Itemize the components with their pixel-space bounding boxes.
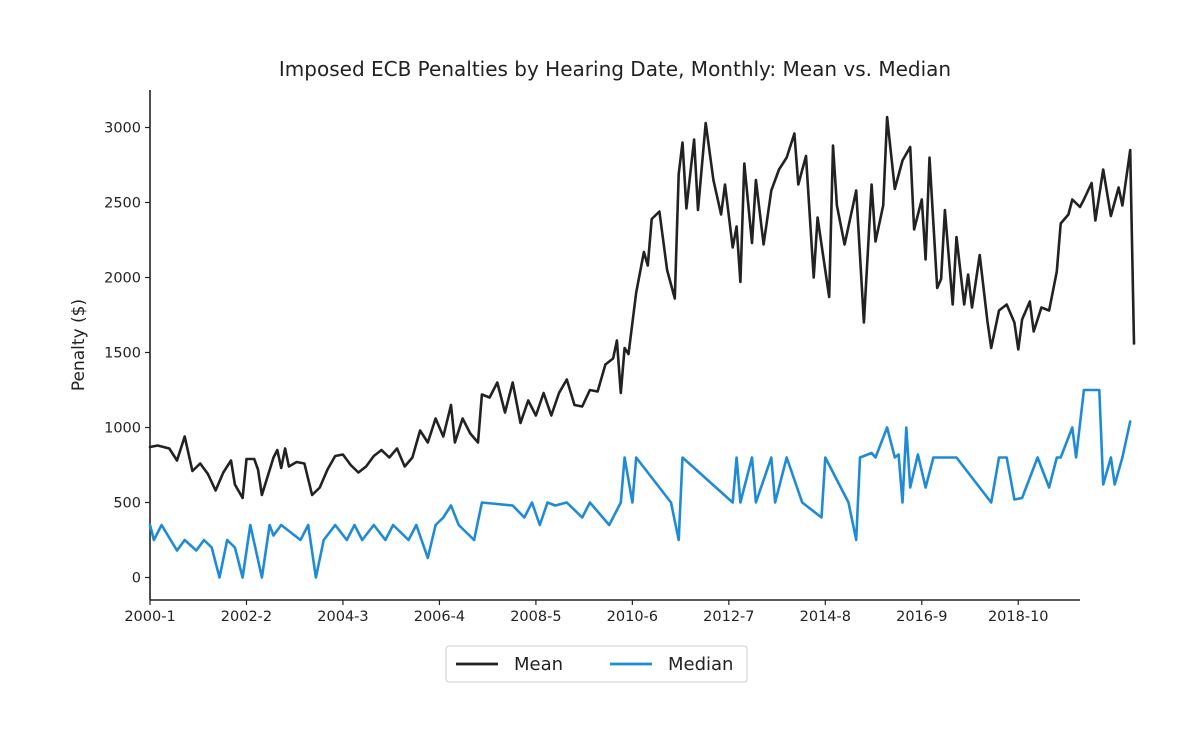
y-tick-label: 500 <box>113 496 141 512</box>
y-tick-label: 1000 <box>104 421 141 437</box>
series-line-mean <box>148 115 1136 500</box>
y-tick-label: 2000 <box>104 271 141 287</box>
y-tick-label: 0 <box>132 571 141 587</box>
y-tick-label: 1500 <box>104 346 141 362</box>
legend-label-median: Median <box>668 654 733 675</box>
series-line-median <box>148 388 1132 579</box>
x-tick-label: 2016-9 <box>896 609 947 625</box>
x-tick-label: 2010-6 <box>607 609 658 625</box>
x-tick-label: 2006-4 <box>414 609 465 625</box>
y-tick-label: 2500 <box>104 196 141 212</box>
y-tick-label: 3000 <box>104 121 141 137</box>
x-tick-label: 2014-8 <box>800 609 851 625</box>
legend-box <box>445 645 748 683</box>
legend: Mean Median <box>445 645 748 683</box>
x-tick-label: 2002-2 <box>221 609 272 625</box>
x-tick-label: 2012-7 <box>703 609 754 625</box>
legend-label-mean: Mean <box>514 654 563 675</box>
x-tick-label: 2008-5 <box>510 609 561 625</box>
y-axis-label: Penalty ($) <box>69 299 89 391</box>
chart-title: Imposed ECB Penalties by Hearing Date, M… <box>279 57 951 81</box>
x-tick-label: 2004-3 <box>317 609 368 625</box>
x-tick-label: 2000-1 <box>124 609 175 625</box>
plot-area: 0 500 1000 1500 2000 2500 3000 2000-1 2002-2 2004… <box>104 90 1136 625</box>
x-tick-label: 2018-10 <box>988 609 1049 625</box>
